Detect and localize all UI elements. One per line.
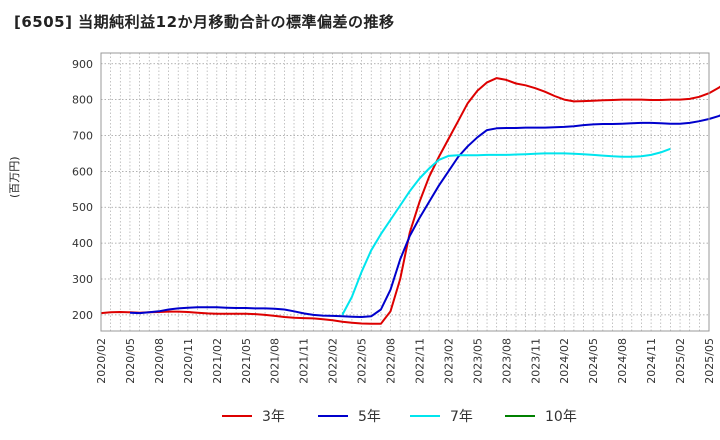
x-tick-label: 2022/02	[327, 338, 340, 384]
x-tick-label: 2021/11	[298, 338, 311, 384]
y-tick-label: 300	[72, 273, 93, 286]
chart-title: [6505] 当期純利益12か月移動合計の標準偏差の推移	[14, 13, 395, 31]
grid-lines	[101, 53, 709, 331]
x-tick-label: 2020/05	[124, 338, 137, 384]
y-tick-label: 400	[72, 237, 93, 250]
y-tick-labels: 200 300 400 500 600 700 800 900	[72, 58, 93, 322]
plot-frame	[100, 52, 710, 332]
x-tick-label: 2024/02	[558, 338, 571, 384]
legend-item-10y: 10年	[505, 406, 577, 426]
series-line-7年	[341, 147, 671, 316]
x-tick-label: 2024/08	[616, 338, 629, 384]
y-tick-label: 600	[72, 165, 93, 178]
x-tick-label: 2022/05	[356, 338, 369, 384]
y-tick-label: 700	[72, 130, 93, 143]
x-tick-label: 2021/08	[269, 338, 282, 384]
x-tick-label: 2022/08	[385, 338, 398, 384]
x-tick-label: 2023/08	[500, 338, 513, 384]
legend: 3年 5年 7年 10年	[0, 400, 720, 430]
x-tick-label: 2021/05	[240, 338, 253, 384]
x-tick-label: 2023/11	[529, 338, 542, 384]
y-tick-label: 800	[72, 94, 93, 107]
series-line-5年	[129, 114, 720, 318]
legend-label-5y: 5年	[358, 409, 381, 425]
legend-swatch-5y	[318, 415, 348, 417]
series-lines	[100, 77, 720, 325]
x-tick-label: 2022/11	[413, 338, 426, 384]
x-tick-label: 2024/05	[587, 338, 600, 384]
legend-label-7y: 7年	[450, 409, 473, 425]
legend-swatch-10y	[505, 415, 535, 417]
y-tick-label: 200	[72, 309, 93, 322]
x-tick-label: 2024/11	[645, 338, 658, 384]
x-tick-label: 2023/05	[471, 338, 484, 384]
legend-swatch-3y	[222, 415, 252, 417]
x-tick-label: 2020/11	[182, 338, 195, 384]
y-tick-label: 500	[72, 201, 93, 214]
legend-item-3y: 3年	[222, 406, 285, 426]
x-tick-labels: 2020/02 2020/05 2020/08 2020/11 2021/02 2021/…	[95, 338, 716, 384]
x-tick-label: 2025/05	[703, 338, 716, 384]
x-tick-label: 2025/02	[674, 338, 687, 384]
legend-label-10y: 10年	[545, 409, 577, 425]
x-tick-label: 2020/02	[95, 338, 108, 384]
x-tick-label: 2021/02	[211, 338, 224, 384]
x-tick-label: 2020/08	[153, 338, 166, 384]
legend-swatch-7y	[410, 415, 440, 417]
legend-item-5y: 5年	[318, 406, 381, 426]
x-tick-label: 2023/02	[442, 338, 455, 384]
legend-label-3y: 3年	[262, 409, 285, 425]
y-tick-label: 900	[72, 58, 93, 71]
legend-item-7y: 7年	[410, 406, 473, 426]
series-line-3年	[100, 77, 720, 325]
